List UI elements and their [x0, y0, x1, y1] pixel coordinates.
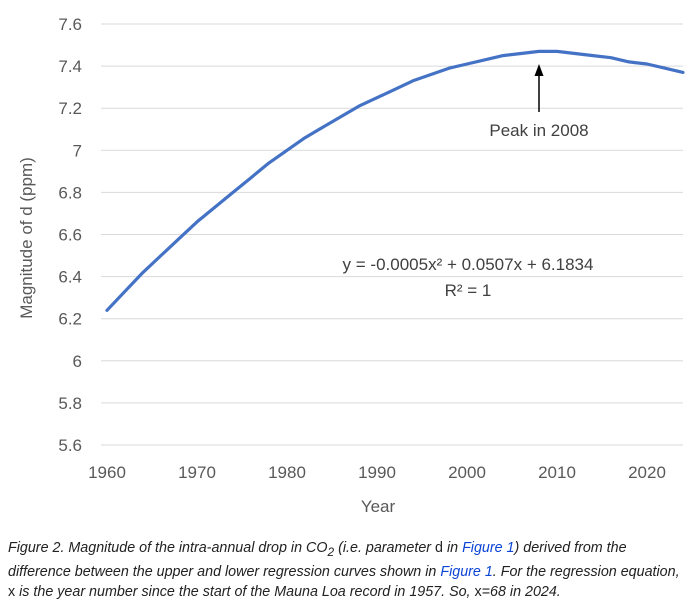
annotations: Peak in 2008 y = -0.0005x² + 0.0507x + 6…	[343, 64, 594, 300]
y-tick-label: 6.4	[58, 268, 82, 287]
x-tick-label: 1980	[268, 463, 306, 482]
y-tick-label: 6.2	[58, 310, 82, 329]
caption-var-x-second: x	[474, 583, 482, 600]
figure-caption: Figure 2. Magnitude of the intra-annual …	[8, 538, 690, 602]
y-tick-label: 7.2	[58, 99, 82, 118]
x-axis-title: Year	[361, 497, 396, 516]
caption-text-3: in	[442, 540, 463, 556]
gridlines	[101, 23, 683, 446]
caption-text-1: Figure 2. Magnitude of the intra-annual …	[8, 540, 328, 556]
x-tick-label: 1970	[178, 463, 216, 482]
caption-text-2: (i.e. parameter	[334, 540, 436, 556]
y-tick-label: 6.8	[58, 183, 82, 202]
caption-var-d: d	[435, 540, 443, 556]
x-tick-label: 2000	[448, 463, 486, 482]
series-line-0	[105, 49, 685, 312]
y-tick-label: 7	[73, 141, 82, 160]
r-squared: R² = 1	[445, 281, 492, 300]
peak-arrow-head	[534, 64, 544, 76]
caption-text-5: . For the regression equation,	[492, 563, 680, 580]
caption-link-figure-1[interactable]: Figure 1	[462, 540, 515, 556]
y-tick-label: 6.6	[58, 226, 82, 245]
caption-text-7: =68 in 2024.	[481, 583, 561, 600]
series-layer	[105, 49, 685, 312]
caption-subscript: 2	[327, 544, 335, 559]
x-tick-label: 2020	[628, 463, 666, 482]
caption-link-figure-1-second[interactable]: Figure 1	[440, 563, 493, 580]
x-tick-label: 1990	[358, 463, 396, 482]
y-tick-label: 5.6	[58, 436, 82, 455]
y-tick-label: 7.4	[58, 57, 82, 76]
y-tick-label: 5.8	[58, 394, 82, 413]
y-tick-label: 7.6	[58, 15, 82, 34]
y-tick-label: 6	[73, 352, 82, 371]
chart: 7.67.47.276.86.66.46.265.85.6 1960 1970 19…	[17, 15, 685, 516]
x-tick-label: 2010	[538, 463, 576, 482]
x-axis-ticks: 1960 1970 1980 1990 2000 2010 2020	[88, 463, 666, 482]
y-axis-title: Magnitude of d (ppm)	[17, 157, 36, 319]
caption-var-x: x	[8, 583, 16, 600]
peak-label: Peak in 2008	[489, 121, 588, 140]
x-tick-label: 1960	[88, 463, 126, 482]
regression-equation: y = -0.0005x² + 0.0507x + 6.1834	[343, 255, 594, 274]
y-axis-ticks: 7.6 7.4 7.2 7 6.8 6.6 6.4 6.2 6 5.8 5.6	[58, 15, 82, 455]
caption-text-4: ) derived from the difference between th…	[8, 540, 627, 580]
caption-text-6: is the year number since the start of th…	[15, 583, 475, 600]
